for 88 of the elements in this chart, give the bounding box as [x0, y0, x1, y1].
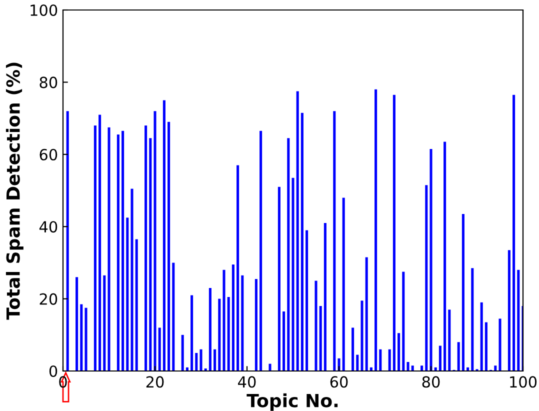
bar: [292, 178, 294, 371]
bar: [388, 349, 391, 371]
bar: [108, 127, 110, 371]
bar: [126, 218, 129, 371]
x-tick-label: 40: [238, 376, 256, 388]
y-axis-title: Total Spam Detection (%): [6, 62, 24, 320]
bar: [296, 91, 299, 371]
bar: [411, 366, 414, 371]
bar: [214, 349, 216, 371]
bar: [218, 298, 221, 371]
bar: [319, 306, 322, 371]
bar: [181, 334, 184, 371]
bar: [462, 214, 464, 371]
bar: [498, 318, 502, 371]
bar: [324, 222, 326, 371]
bar: [232, 264, 234, 371]
bar: [430, 148, 432, 371]
y-tick-label: 80: [40, 76, 58, 88]
bar: [517, 270, 520, 371]
y-tick-label: 100: [30, 4, 58, 16]
bar: [438, 346, 442, 371]
bar: [300, 112, 304, 371]
x-axis-title: Topic No.: [246, 393, 338, 411]
bar: [374, 89, 378, 371]
bar: [208, 288, 212, 371]
bar: [84, 308, 88, 371]
bar: [149, 138, 152, 371]
bar: [278, 186, 280, 371]
bar: [172, 262, 175, 371]
bar: [494, 366, 497, 371]
bar: [402, 272, 405, 371]
bar: [103, 275, 106, 371]
bar: [116, 134, 120, 371]
bar: [398, 333, 400, 371]
bar: [241, 275, 244, 371]
bar: [282, 311, 286, 371]
bar: [365, 257, 368, 371]
x-tick-label: 80: [422, 376, 440, 388]
bar: [195, 352, 198, 371]
bar: [444, 142, 446, 371]
bar: [425, 185, 428, 371]
x-tick-label: 20: [146, 376, 164, 388]
bar: [154, 111, 156, 371]
bar: [94, 126, 96, 371]
bar: [135, 239, 138, 371]
bar: [420, 366, 424, 371]
y-tick-label: 20: [40, 293, 58, 305]
bar: [484, 322, 488, 371]
bar: [190, 295, 194, 371]
bar: [457, 342, 460, 371]
bar: [342, 198, 345, 371]
bar: [236, 165, 240, 371]
bar: [222, 270, 226, 371]
bar: [338, 358, 340, 371]
bar: [356, 354, 359, 371]
bar: [158, 328, 161, 371]
bar: [76, 277, 78, 371]
bar: [254, 278, 258, 371]
bar: [406, 362, 410, 371]
bar: [130, 188, 134, 371]
bar: [508, 250, 510, 371]
bar: [122, 130, 124, 371]
bar: [360, 300, 364, 371]
x-tick-label: 100: [510, 376, 537, 388]
bar: [392, 94, 396, 371]
bar: [512, 94, 516, 371]
y-tick-label: 40: [39, 221, 58, 233]
bar: [80, 304, 83, 371]
bar: [287, 138, 290, 371]
bar: [333, 111, 336, 371]
bar: [268, 364, 272, 371]
y-tick-label: 60: [40, 148, 58, 160]
bar: [98, 114, 102, 371]
bar: [168, 122, 170, 371]
bar: [480, 302, 483, 371]
bar: [227, 296, 230, 371]
bar: [314, 280, 318, 371]
bar: [200, 349, 202, 371]
bar: [260, 130, 262, 371]
bar: [162, 100, 166, 371]
y-tick-label: 0: [49, 365, 58, 378]
bar: [448, 310, 451, 371]
bar: [144, 126, 148, 371]
bar: [379, 349, 382, 371]
bar: [306, 230, 308, 371]
bar: [352, 328, 354, 371]
x-tick-label: 60: [330, 376, 348, 388]
bar: [471, 268, 474, 371]
